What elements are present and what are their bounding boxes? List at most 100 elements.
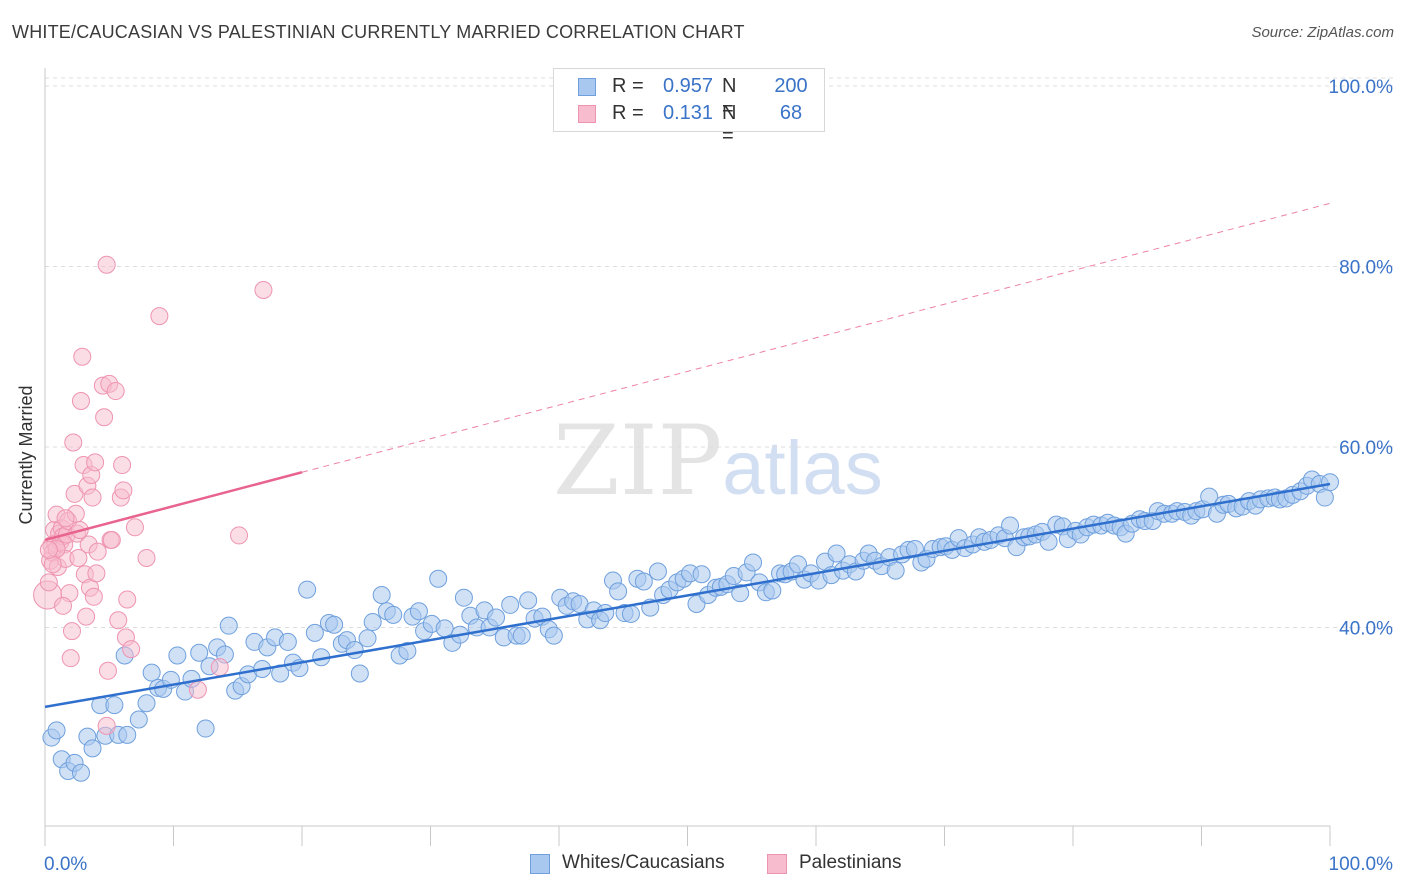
r-label: R = — [612, 75, 644, 97]
whites-point — [196, 719, 215, 738]
palestinians-point — [95, 408, 114, 427]
palestinians-point — [84, 587, 103, 606]
whites-point — [345, 641, 364, 660]
whites-point — [1039, 532, 1058, 551]
watermark: ZIPatlas — [553, 405, 883, 517]
whites-point — [350, 664, 369, 683]
palestinians-point — [102, 530, 121, 549]
palestinians-point — [118, 590, 137, 609]
r-value: 0.957 — [662, 75, 714, 97]
axes — [44, 68, 1331, 846]
n-value: 68 — [779, 102, 803, 124]
whites-point — [372, 585, 391, 604]
grid-lines — [45, 77, 1395, 628]
n-label: N = — [722, 75, 737, 120]
source-label: Source: ZipAtlas.com — [1251, 24, 1394, 41]
n-value: 200 — [774, 75, 808, 97]
palestinians-point — [88, 542, 107, 561]
whites-point — [827, 544, 846, 563]
whites-point — [118, 725, 137, 744]
series-palestinians-points — [33, 255, 273, 735]
whites-point — [596, 604, 615, 623]
whites-point — [763, 581, 782, 600]
whites-point — [487, 608, 506, 627]
whites-point — [692, 565, 711, 584]
whites-trend-line — [44, 482, 1331, 709]
palestinians-point — [98, 661, 117, 680]
whites-point — [634, 572, 653, 591]
palestinians-swatch — [578, 105, 596, 123]
palestinians-point — [254, 280, 273, 299]
palestinians-point — [150, 307, 169, 326]
trend-lines — [44, 202, 1331, 709]
whites-legend-swatch — [530, 854, 550, 874]
tick-labels: 40.0% 60.0% 80.0% 100.0% 0.0% 100.0% — [44, 77, 1393, 875]
whites-point — [1315, 488, 1334, 507]
whites-point — [190, 643, 209, 662]
palestinians-point — [65, 484, 84, 503]
y-tick-label: 80.0% — [1339, 258, 1393, 279]
palestinians-trend-line — [44, 471, 303, 542]
whites-point — [129, 710, 148, 729]
palestinians-point — [73, 347, 92, 366]
stats-legend: R = 0.957 N = 200 R = 0.131 N = 68 — [553, 68, 825, 147]
palestinians-point — [210, 658, 229, 677]
palestinians-point — [87, 564, 106, 583]
whites-point — [137, 694, 156, 713]
palestinians-point — [109, 611, 128, 630]
whites-point — [648, 562, 667, 581]
palestinians-point — [106, 382, 125, 401]
palestinians-point — [188, 680, 207, 699]
whites-point — [731, 584, 750, 603]
r-value: 0.131 — [662, 102, 714, 124]
whites-point — [398, 641, 417, 660]
palestinians-point — [71, 391, 90, 410]
palestinians-point — [53, 596, 72, 615]
y-tick-label: 60.0% — [1339, 438, 1393, 459]
palestinians-point — [114, 481, 133, 500]
whites-point — [789, 555, 808, 574]
palestinians-point — [113, 456, 132, 475]
whites-point — [409, 602, 428, 621]
palestinians-point — [62, 622, 81, 641]
whites-point — [501, 595, 520, 614]
whites-point — [363, 613, 382, 632]
whites-point — [544, 626, 563, 645]
palestinians-point — [97, 716, 116, 735]
palestinians-point — [122, 640, 141, 659]
palestinians-legend-label: Palestinians — [799, 852, 902, 873]
whites-point — [71, 763, 90, 782]
whites-point — [609, 582, 628, 601]
y-tick-label: 100.0% — [1329, 77, 1394, 98]
whites-point — [384, 605, 403, 624]
watermark-atlas: atlas — [722, 426, 883, 511]
palestinians-point — [86, 453, 105, 472]
palestinians-point — [77, 607, 96, 626]
x-tick-label: 0.0% — [44, 854, 87, 875]
whites-point — [105, 696, 124, 715]
palestinians-point — [83, 488, 102, 507]
whites-point — [83, 739, 102, 758]
whites-point — [886, 561, 905, 580]
whites-point — [219, 616, 238, 635]
whites-point — [142, 663, 161, 682]
palestinians-point — [97, 255, 116, 274]
watermark-zip: ZIP — [553, 405, 723, 517]
whites-swatch — [578, 78, 596, 96]
whites-point — [519, 591, 538, 610]
x-tick-label: 100.0% — [1329, 854, 1394, 875]
palestinians-point — [230, 526, 249, 545]
whites-legend-label: Whites/Caucasians — [562, 852, 725, 873]
series-whites-points — [42, 470, 1339, 782]
palestinians-point — [125, 518, 144, 537]
palestinians-point — [61, 649, 80, 668]
palestinians-point — [56, 509, 75, 528]
whites-point — [1001, 516, 1020, 535]
palestinians-point — [137, 548, 156, 567]
chart-title: WHITE/CAUCASIAN VS PALESTINIAN CURRENTLY… — [12, 22, 745, 42]
whites-point — [621, 604, 640, 623]
y-axis-label: Currently Married — [16, 385, 36, 525]
whites-point — [47, 721, 66, 740]
r-label: R = — [612, 102, 644, 124]
